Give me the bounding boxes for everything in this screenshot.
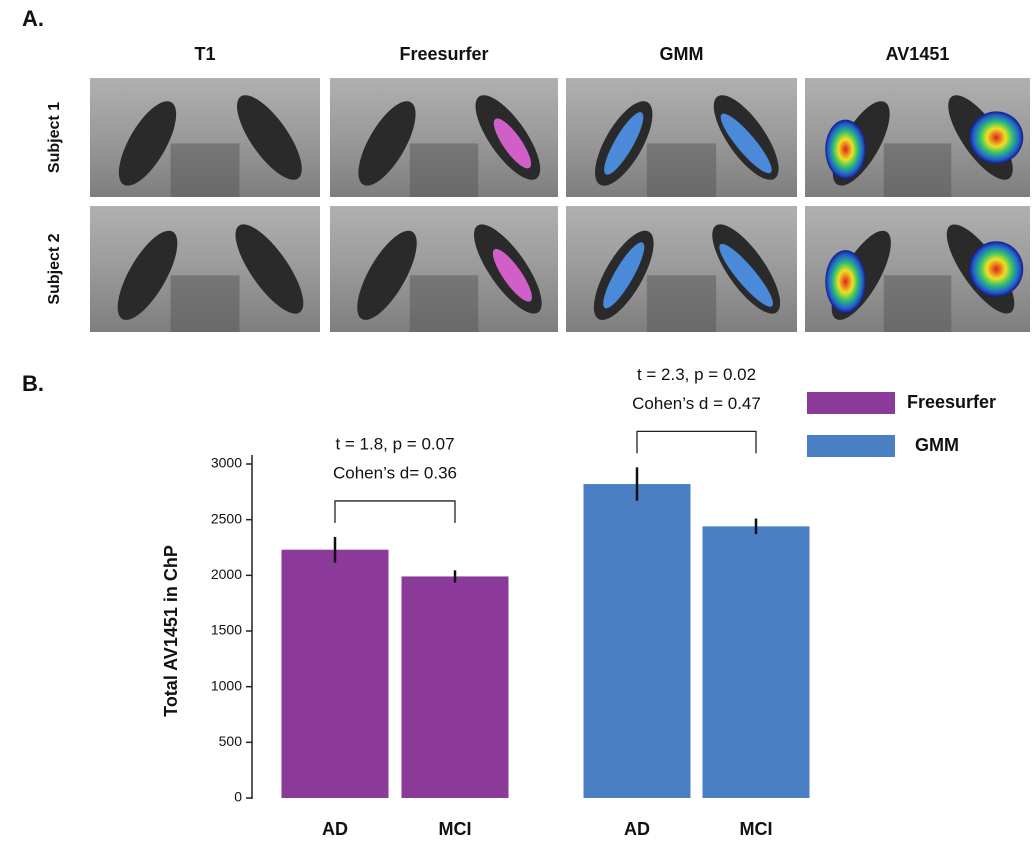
column-title: Freesurfer [399, 44, 488, 64]
ventricle [117, 230, 178, 320]
legend-swatch [807, 435, 895, 457]
y-tick-label: 1000 [211, 677, 242, 693]
bar [583, 484, 691, 798]
y-tick-label: 1500 [211, 622, 242, 638]
bar [281, 549, 389, 798]
bar [702, 526, 810, 798]
overlay [603, 242, 645, 309]
overlay [493, 118, 532, 169]
overlay [492, 248, 532, 302]
x-tick-label: MCI [740, 819, 773, 839]
y-tick-label: 2000 [211, 566, 242, 582]
x-tick-label: MCI [439, 819, 472, 839]
column-title: T1 [194, 44, 215, 64]
annotation: t = 2.3, p = 0.02 [637, 365, 756, 384]
legend-label: GMM [915, 435, 959, 455]
x-tick-label: AD [322, 819, 348, 839]
y-tick-label: 3000 [211, 455, 242, 471]
annotation: Cohen’s d= 0.36 [333, 463, 457, 482]
mri-structure [883, 275, 952, 332]
y-tick-label: 500 [219, 733, 243, 749]
y-tick-label: 2500 [211, 510, 242, 526]
overlay [604, 112, 644, 175]
column-title: GMM [660, 44, 704, 64]
image-grid: T1 Freesurfer GMM AV1451 Subject 1 Subject 2 [46, 44, 1030, 332]
overlay [719, 243, 774, 307]
overlay [969, 111, 1024, 164]
ventricle [235, 224, 304, 314]
significance-bracket [334, 500, 456, 523]
mri-structure [170, 275, 240, 332]
panel-label: A. [22, 6, 44, 31]
column-title: AV1451 [886, 44, 950, 64]
mri-structure [646, 143, 717, 197]
legend-label: Freesurfer [907, 392, 996, 412]
y-axis-label: Total AV1451 in ChP [161, 545, 181, 717]
ventricle [118, 101, 177, 186]
panel-label: B. [22, 371, 44, 396]
x-tick-label: AD [624, 819, 650, 839]
ventricle [237, 95, 302, 180]
y-tick-label: 0 [234, 789, 242, 805]
mri-structure [883, 143, 952, 197]
ventricle [357, 230, 417, 320]
annotation: Cohen’s d = 0.47 [632, 394, 761, 413]
annotation: t = 1.8, p = 0.07 [335, 434, 454, 453]
overlay [825, 250, 866, 314]
mri-structure [646, 275, 717, 332]
row-label: Subject 2 [46, 233, 63, 304]
mri-structure [409, 275, 479, 332]
legend-swatch [807, 392, 895, 414]
mri-structure [170, 143, 240, 197]
row-label: Subject 1 [46, 102, 63, 173]
ventricle [358, 101, 416, 186]
significance-bracket [636, 430, 757, 454]
overlay [825, 119, 866, 180]
bar [401, 576, 509, 798]
overlay [720, 113, 772, 174]
overlay [969, 241, 1024, 297]
mri-structure [409, 143, 479, 197]
